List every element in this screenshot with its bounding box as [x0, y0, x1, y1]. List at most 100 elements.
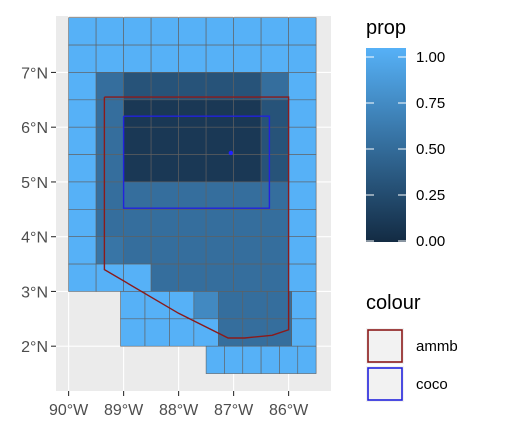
heatmap-cell [178, 236, 207, 265]
heatmap-cell [68, 181, 97, 210]
heatmap-cell [205, 17, 234, 46]
colour-legend: colour ammb coco [366, 292, 458, 402]
heatmap-cell [68, 263, 97, 292]
y-tick-label: 6°N [21, 120, 48, 137]
x-tick-label: 88°W [159, 402, 199, 419]
heatmap-cell [95, 17, 124, 46]
heatmap-cell [233, 126, 262, 155]
heatmap-cell [120, 291, 146, 320]
heatmap-cell [68, 209, 97, 237]
heatmap-cell [233, 99, 262, 128]
heatmap-cell [260, 345, 280, 374]
heatmap-cell [205, 263, 234, 292]
heatmap-cell [288, 44, 317, 73]
heatmap-cell [205, 126, 234, 155]
heatmap-cell [205, 99, 234, 128]
heatmap-cell [150, 154, 179, 183]
heatmap-cell [178, 154, 207, 183]
heatmap-cell [178, 72, 207, 101]
heatmap-cell [205, 154, 234, 183]
heatmap-cell [95, 44, 124, 73]
colour-key-label: ammb [416, 338, 458, 355]
heatmap-cell [291, 291, 317, 320]
heatmap-cell [178, 209, 207, 237]
colorbar-tick-label: 0.50 [416, 141, 445, 158]
heatmap-cell [260, 209, 289, 237]
axes: 90°W 89°W 88°W 87°W 86°W 2°N 3°N 4°N 5°N 6°N 7°N [21, 65, 309, 419]
heatmap-cell [288, 209, 317, 237]
heatmap-cell [123, 99, 152, 128]
heatmap-cell [242, 318, 268, 347]
heatmap-cell [260, 236, 289, 265]
heatmap-cell [260, 17, 289, 46]
heatmap-cell [123, 44, 152, 73]
outline-ammb [103, 96, 290, 339]
heatmap-cell [224, 345, 244, 374]
heatmap-cell [205, 345, 225, 374]
x-tick-label: 89°W [104, 402, 144, 419]
heatmap-cell [218, 291, 244, 320]
heatmap-cell [242, 291, 268, 320]
heatmap-cell [233, 236, 262, 265]
heatmap-cell [178, 263, 207, 292]
heatmap-cell [123, 72, 152, 101]
heatmap-cell [205, 44, 234, 73]
heatmap-cell [288, 17, 317, 46]
heatmap-cell [260, 44, 289, 73]
heatmap-cell [178, 99, 207, 128]
heatmap-cell [150, 236, 179, 265]
y-tick-label: 2°N [21, 339, 48, 356]
heatmap-cell [150, 126, 179, 155]
heatmap-cell [123, 236, 152, 265]
colour-key-background [366, 366, 404, 402]
heatmap-cell [150, 263, 179, 292]
heatmap-cell [95, 181, 124, 210]
heatmap-cell [123, 17, 152, 46]
fill-legend-colorbar [366, 48, 406, 242]
heatmap-cell [144, 318, 170, 347]
outline-coco [122, 115, 271, 209]
heatmap-cell [288, 236, 317, 265]
heatmap-cell [123, 181, 152, 210]
colour-key-label: coco [416, 376, 448, 393]
fill-legend-title: prop [366, 17, 406, 39]
heatmap-cell [123, 154, 152, 183]
heatmap-cell [260, 181, 289, 210]
heatmap-cell [260, 72, 289, 101]
heatmap-cell [178, 181, 207, 210]
heatmap-cell [288, 126, 317, 155]
y-tick-label: 3°N [21, 284, 48, 301]
heatmap-cell [288, 154, 317, 183]
x-tick-label: 86°W [269, 402, 309, 419]
heatmap-cell [68, 126, 97, 155]
heatmap-cell [288, 99, 317, 128]
heatmap-cell [95, 236, 124, 265]
colour-key-coco [367, 367, 403, 401]
heatmap-cell [218, 318, 244, 347]
heatmap-cell [150, 181, 179, 210]
heatmap-cell [169, 318, 195, 347]
heatmap-cell [266, 291, 292, 320]
heatmap-cell [291, 318, 317, 347]
heatmap-cell [178, 17, 207, 46]
heatmap-cell [260, 154, 289, 183]
heatmap-cell [233, 181, 262, 210]
heatmap-cell [178, 126, 207, 155]
heatmap-cell [95, 126, 124, 155]
heatmap-cell [68, 99, 97, 128]
heatmap-cell [279, 345, 299, 374]
heatmap-cell [150, 72, 179, 101]
heatmap-cell [288, 263, 317, 292]
heatmap-cell [150, 17, 179, 46]
heatmap-cell [233, 263, 262, 292]
region-outlines [103, 96, 290, 339]
heatmap-cell [260, 99, 289, 128]
heatmap-cell [242, 345, 262, 374]
heatmap-cell [233, 154, 262, 183]
heatmap-cell [260, 263, 289, 292]
x-tick-label: 90°W [49, 402, 89, 419]
heatmap-cell [95, 209, 124, 237]
heatmap-cell [68, 17, 97, 46]
heatmap-cell [68, 72, 97, 101]
heatmap-cell [150, 209, 179, 237]
